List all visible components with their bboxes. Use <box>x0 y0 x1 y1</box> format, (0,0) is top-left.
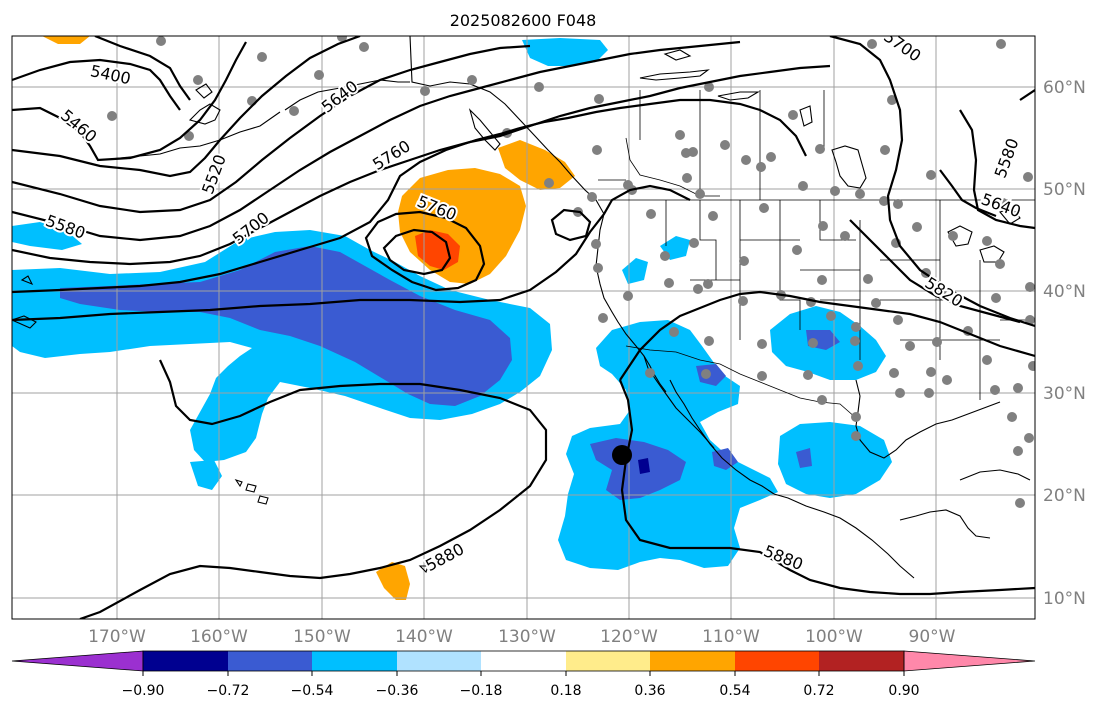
colorbar-tick-5: 0.18 <box>550 683 581 699</box>
anomaly-region-navy-spot <box>638 458 650 474</box>
anomaly-region-orange-hawaii <box>376 562 410 600</box>
lon-label-150w: 150°W <box>293 627 351 647</box>
colorbar-bin-1 <box>143 651 228 671</box>
longitude-labels: 170°W 160°W 150°W 140°W 130°W 120°W 110°… <box>88 627 956 647</box>
lat-label-30n: 30°N <box>1043 384 1086 404</box>
lon-label-120w: 120°W <box>600 627 658 647</box>
anomaly-region-orange-alaska-nw <box>42 36 90 44</box>
anomaly-region-darkblue-gulf <box>796 448 812 468</box>
anomaly-region-lightblue-hawaii-west <box>190 460 222 490</box>
colorbar-tick-6: 0.36 <box>634 683 665 699</box>
storm-center-marker <box>612 445 632 465</box>
lat-label-60n: 60°N <box>1043 78 1086 98</box>
station-markers <box>107 36 1035 508</box>
anomaly-region-darkblue-gulfca <box>696 364 726 386</box>
colorbar-tick-9: 0.90 <box>888 683 919 699</box>
colorbar-tick-3: −0.36 <box>376 683 419 699</box>
colorbar: −0.90 −0.72 −0.54 −0.36 −0.18 0.18 0.36 … <box>11 650 1036 699</box>
colorbar-tick-8: 0.72 <box>803 683 834 699</box>
colorbar-bin-7 <box>650 651 735 671</box>
colorbar-bin-5 <box>481 651 566 671</box>
colorbar-bin-8 <box>735 651 819 671</box>
lon-label-130w: 130°W <box>498 627 556 647</box>
height-contours <box>12 36 1035 619</box>
graticule <box>12 36 1035 619</box>
latitude-labels: 60°N 50°N 40°N 30°N 20°N 10°N <box>1043 78 1086 609</box>
colorbar-tick-0: −0.90 <box>122 683 165 699</box>
anomaly-region-lightblue-nw <box>12 222 82 250</box>
lon-label-170w: 170°W <box>88 627 146 647</box>
anomaly-region-orange-bc <box>498 140 575 190</box>
colorbar-bin-6 <box>566 651 650 671</box>
colorbar-frame <box>142 650 905 672</box>
lon-label-100w: 100°W <box>805 627 863 647</box>
colorbar-bin-4 <box>397 651 481 671</box>
lat-label-50n: 50°N <box>1043 180 1086 200</box>
map-area: 5400 5460 5520 5580 5640 5700 5760 5760 … <box>12 36 1035 619</box>
colorbar-bin-9 <box>819 651 904 671</box>
colorbar-extend-right <box>903 650 1036 672</box>
lon-label-110w: 110°W <box>702 627 760 647</box>
anomaly-region-lightblue-gulf <box>778 422 892 498</box>
colorbar-tick-7: 0.54 <box>719 683 750 699</box>
map-title: 2025082600 F048 <box>450 11 597 30</box>
lon-label-140w: 140°W <box>395 627 453 647</box>
lon-label-160w: 160°W <box>190 627 248 647</box>
lat-label-20n: 20°N <box>1043 486 1086 506</box>
anomaly-region-lightblue-alaska <box>522 38 608 66</box>
anomaly-region-lightblue-mexico <box>558 320 778 570</box>
anomaly-region-darkblue-pacific <box>60 246 512 406</box>
colorbar-tick-1: −0.72 <box>207 683 250 699</box>
lat-label-10n: 10°N <box>1043 589 1086 609</box>
colorbar-extend-left <box>11 650 144 672</box>
colorbar-bin-2 <box>228 651 312 671</box>
map-frame <box>11 35 1036 620</box>
colorbar-tick-4: −0.18 <box>460 683 503 699</box>
lat-label-40n: 40°N <box>1043 282 1086 302</box>
lon-label-90w: 90°W <box>909 627 956 647</box>
colorbar-bin-3 <box>312 651 397 671</box>
colorbar-tick-2: −0.54 <box>291 683 334 699</box>
